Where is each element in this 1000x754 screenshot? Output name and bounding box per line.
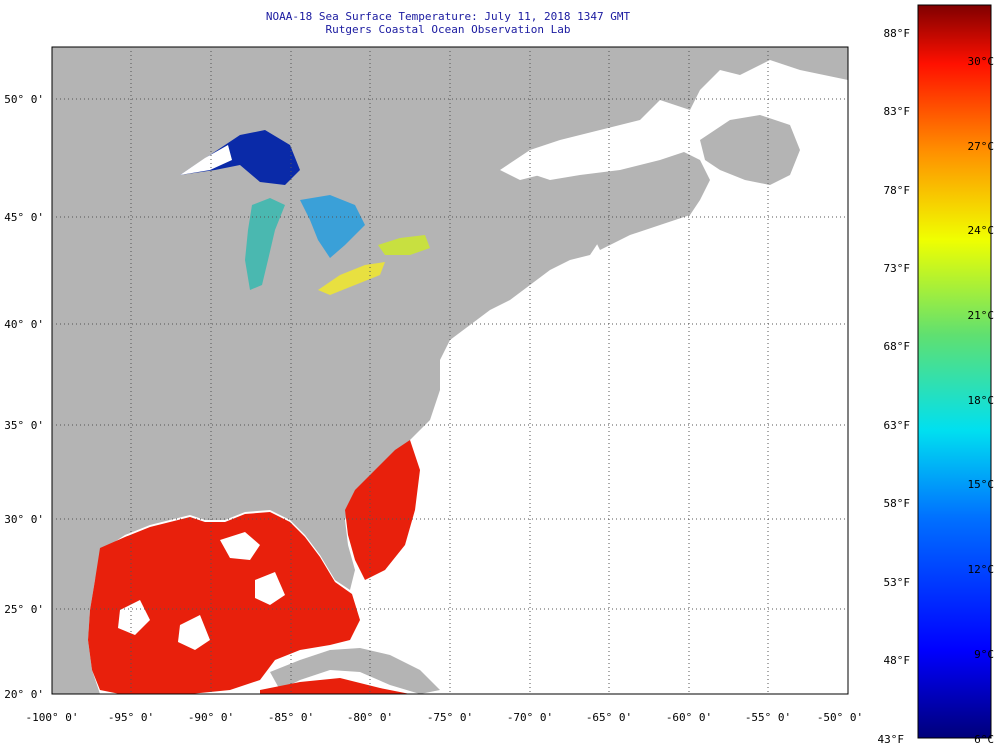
lon-label: -70° 0' bbox=[507, 711, 553, 724]
colorbar-c-label: 18°C bbox=[968, 394, 995, 407]
map-title: NOAA-18 Sea Surface Temperature: July 11… bbox=[265, 10, 631, 23]
colorbar bbox=[917, 4, 992, 739]
colorbar-celsius-labels: 30°C 27°C 24°C 21°C 18°C 15°C 12°C 9°C 6… bbox=[968, 55, 995, 746]
lake-huron bbox=[300, 195, 365, 258]
colorbar-f-label: 58°F bbox=[884, 497, 911, 510]
colorbar-f-label: 68°F bbox=[884, 340, 911, 353]
lon-label: -75° 0' bbox=[427, 711, 473, 724]
lon-label: -65° 0' bbox=[586, 711, 632, 724]
cloud-gap bbox=[255, 572, 285, 605]
colorbar-c-label: 27°C bbox=[968, 140, 995, 153]
lat-label: 50° 0' bbox=[4, 93, 44, 106]
cloud-gap bbox=[118, 600, 150, 635]
lon-label: -95° 0' bbox=[108, 711, 154, 724]
gulf-st-lawrence bbox=[520, 110, 700, 180]
map-subtitle: Rutgers Coastal Ocean Observation Lab bbox=[325, 23, 571, 36]
lat-label: 25° 0' bbox=[4, 603, 44, 616]
lat-label: 40° 0' bbox=[4, 318, 44, 331]
map-area bbox=[52, 47, 848, 694]
graticule bbox=[52, 47, 848, 694]
colorbar-f-label: 48°F bbox=[884, 654, 911, 667]
lat-label: 30° 0' bbox=[4, 513, 44, 526]
lake-ontario bbox=[378, 235, 430, 255]
latitude-labels: 50° 0' 45° 0' 40° 0' 35° 0' 30° 0' 25° 0… bbox=[4, 93, 44, 701]
colorbar-c-label: 9°C bbox=[974, 648, 994, 661]
colorbar-c-label: 21°C bbox=[968, 309, 995, 322]
colorbar-fahrenheit-labels: 88°F 83°F 78°F 73°F 68°F 63°F 58°F 53°F … bbox=[878, 27, 911, 746]
colorbar-f-label: 83°F bbox=[884, 105, 911, 118]
lon-label: -85° 0' bbox=[268, 711, 314, 724]
colorbar-f-label: 78°F bbox=[884, 184, 911, 197]
lon-label: -50° 0' bbox=[817, 711, 863, 724]
lon-label: -55° 0' bbox=[745, 711, 791, 724]
caribbean-sst bbox=[260, 678, 410, 694]
colorbar-f-label: 43°F bbox=[878, 733, 905, 746]
colorbar-c-label: 6°C bbox=[974, 733, 994, 746]
lon-label: -100° 0' bbox=[26, 711, 79, 724]
longitude-labels: -100° 0' -95° 0' -90° 0' -85° 0' -80° 0'… bbox=[26, 711, 864, 724]
colorbar-c-label: 15°C bbox=[968, 478, 995, 491]
gulf-of-mexico-sst bbox=[88, 512, 360, 694]
newfoundland-land bbox=[700, 115, 800, 185]
colorbar-f-label: 73°F bbox=[884, 262, 911, 275]
lat-label: 35° 0' bbox=[4, 419, 44, 432]
lat-label: 45° 0' bbox=[4, 211, 44, 224]
cloud-gap bbox=[178, 615, 210, 650]
colorbar-c-label: 24°C bbox=[968, 224, 995, 237]
lon-label: -60° 0' bbox=[666, 711, 712, 724]
colorbar-c-label: 12°C bbox=[968, 563, 995, 576]
lon-label: -90° 0' bbox=[188, 711, 234, 724]
cloud-gap bbox=[220, 532, 260, 560]
lake-erie bbox=[318, 262, 385, 295]
colorbar-f-label: 88°F bbox=[884, 27, 911, 40]
lake-michigan bbox=[245, 198, 285, 290]
cuba-land bbox=[270, 648, 440, 694]
atlantic-sst bbox=[345, 440, 420, 580]
nova-scotia-land bbox=[590, 190, 700, 250]
lake-superior-west bbox=[180, 145, 232, 175]
lon-label: -80° 0' bbox=[347, 711, 393, 724]
colorbar-c-label: 30°C bbox=[968, 55, 995, 68]
colorbar-f-label: 63°F bbox=[884, 419, 911, 432]
lake-superior bbox=[180, 130, 300, 185]
lat-label: 20° 0' bbox=[4, 688, 44, 701]
colorbar-f-label: 53°F bbox=[884, 576, 911, 589]
